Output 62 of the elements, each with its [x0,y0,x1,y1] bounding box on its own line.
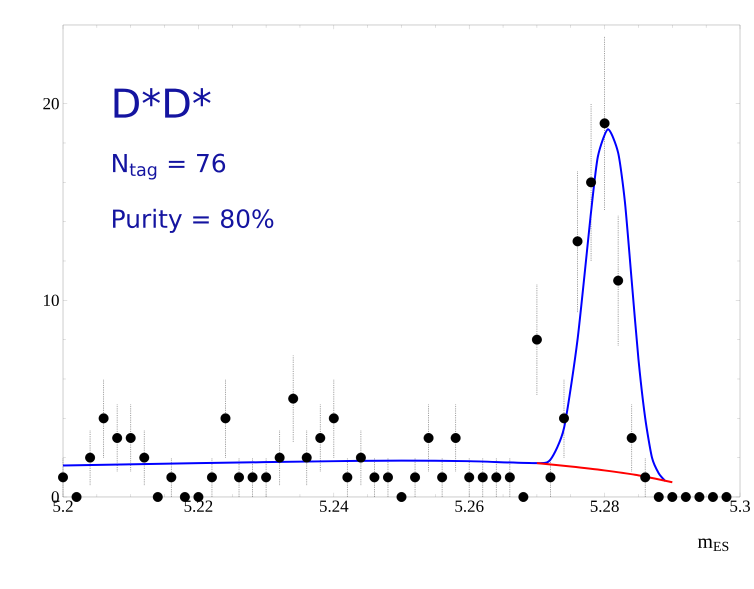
point [180,492,190,502]
point [437,472,448,482]
x-tick-label: 5.26 [455,500,484,512]
annotation: N$_{tag}$ = 76 [113,154,226,180]
point [98,413,109,424]
point [220,413,230,424]
point [72,492,82,502]
point [139,452,150,463]
annotation: Purity = 80% [113,208,274,233]
point [234,472,244,482]
point [600,118,610,128]
point [166,472,176,482]
point [328,413,339,424]
y-tick-label: 0 [52,491,59,503]
y-tick-label: 10 [44,294,59,306]
point [424,433,434,443]
point [694,492,704,502]
point [112,433,122,443]
point [410,472,420,482]
point [491,472,502,482]
point [532,334,542,345]
point [248,472,258,482]
point [206,472,217,482]
point [708,492,718,502]
point [680,492,691,502]
point [288,394,298,404]
point [58,472,68,482]
point [369,472,380,482]
x-tick-label: 5.24 [320,500,348,512]
point [504,472,515,482]
point [152,492,163,502]
point [640,472,650,482]
point [667,492,678,502]
annotation: D*D* [114,88,211,118]
x-tick-label: 5.28 [590,500,619,512]
point [382,472,393,482]
point [586,177,596,188]
point [559,413,569,424]
point [261,472,272,482]
point [396,492,406,502]
point [478,472,488,482]
point [85,452,96,463]
point [721,492,732,502]
x-tick-label: 5.3 [730,500,750,512]
point [654,492,664,502]
point [356,452,366,463]
y-tick-label: 20 [43,98,59,110]
point [342,472,352,482]
point [545,472,556,482]
point [274,452,285,463]
point [464,472,474,482]
x-tick-label: 5.2 [53,500,73,512]
point [315,433,326,443]
point [450,433,461,443]
point [613,276,624,286]
line-series [536,462,674,484]
point [572,236,583,246]
x-axis-title: m$_{ES}$ [698,538,728,552]
point [626,433,637,443]
point [126,433,136,443]
point [302,452,312,463]
point [518,492,528,502]
